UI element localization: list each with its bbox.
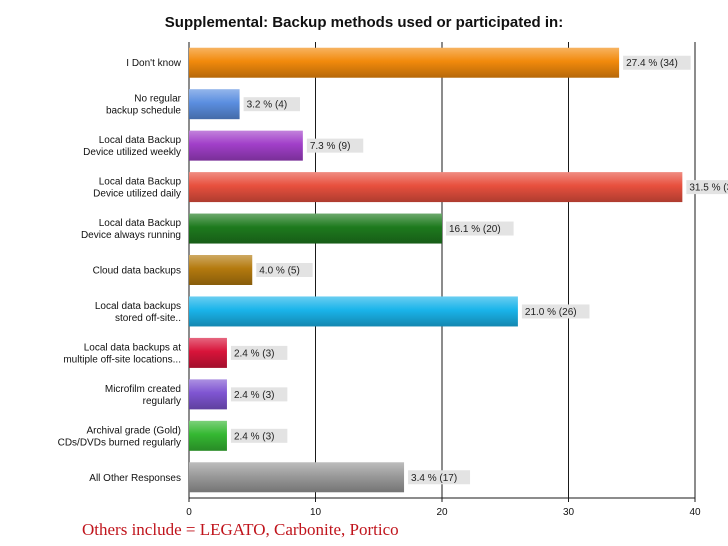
- x-tick-label-20: 20: [436, 507, 448, 518]
- category-label-0: I Don't know: [126, 58, 181, 69]
- bar-9: [189, 420, 227, 451]
- data-label-2: 7.3 % (9): [310, 141, 351, 152]
- data-label-box-4: [446, 221, 514, 236]
- data-label-box-3: [686, 180, 728, 195]
- category-label-9: Archival grade (Gold) CDs/DVDs burned reg…: [58, 425, 181, 448]
- chart-title: Supplemental: Backup methods used or par…: [164, 14, 564, 31]
- bar-7: [189, 337, 227, 368]
- data-label-box-9: [230, 428, 288, 443]
- data-label-6: 21.0 % (26): [525, 307, 577, 318]
- category-label-6: Local data backups stored off-site..: [95, 301, 181, 324]
- category-label-8: Microfilm created regularly: [105, 384, 181, 407]
- bar-8: [189, 379, 227, 410]
- data-label-box-2: [306, 138, 364, 153]
- bar-6: [189, 296, 518, 327]
- bar-10: [189, 462, 405, 493]
- data-label-4: 16.1 % (20): [449, 224, 501, 235]
- bar-1: [189, 89, 240, 120]
- x-tick-label-30: 30: [563, 507, 575, 518]
- data-label-box-10: [408, 470, 471, 485]
- data-label-box-0: [623, 55, 691, 70]
- data-label-box-8: [230, 387, 288, 402]
- category-label-1: No regular backup schedule: [106, 94, 182, 117]
- data-label-8: 2.4 % (3): [234, 390, 275, 401]
- data-label-box-5: [256, 263, 313, 277]
- x-tick-label-40: 40: [689, 507, 701, 518]
- data-label-10: 3.4 % (17): [411, 473, 457, 484]
- data-label-9: 2.4 % (3): [234, 431, 275, 442]
- category-label-5: Cloud data backups: [93, 266, 181, 277]
- bar-5: [189, 255, 253, 285]
- bar-0: [189, 47, 620, 78]
- category-label-4: Local data Backup Device always running: [81, 218, 182, 241]
- data-label-7: 2.4 % (3): [234, 348, 275, 359]
- data-label-box-6: [521, 304, 590, 319]
- bar-2: [189, 130, 303, 161]
- data-label-5: 4.0 % (5): [259, 266, 300, 277]
- x-tick-label-0: 0: [186, 507, 192, 518]
- x-tick-label-10: 10: [310, 507, 322, 518]
- data-label-1: 3.2 % (4): [247, 100, 288, 111]
- category-label-10: All Other Responses: [89, 473, 181, 484]
- category-label-3: Local data Backup Device utilized daily: [93, 177, 181, 200]
- category-label-7: Local data backups at multiple off-site l…: [63, 342, 181, 365]
- data-label-box-1: [243, 97, 300, 112]
- data-label-0: 27.4 % (34): [626, 58, 678, 69]
- data-label-3: 31.5 % (39): [689, 183, 728, 194]
- data-label-box-7: [230, 345, 288, 360]
- category-label-2: Local data Backup Device utilized weekly: [83, 135, 181, 158]
- footnote: Others include = LEGATO, Carbonite, Port…: [82, 520, 399, 539]
- bar-3: [189, 172, 683, 203]
- bar-4: [189, 213, 442, 244]
